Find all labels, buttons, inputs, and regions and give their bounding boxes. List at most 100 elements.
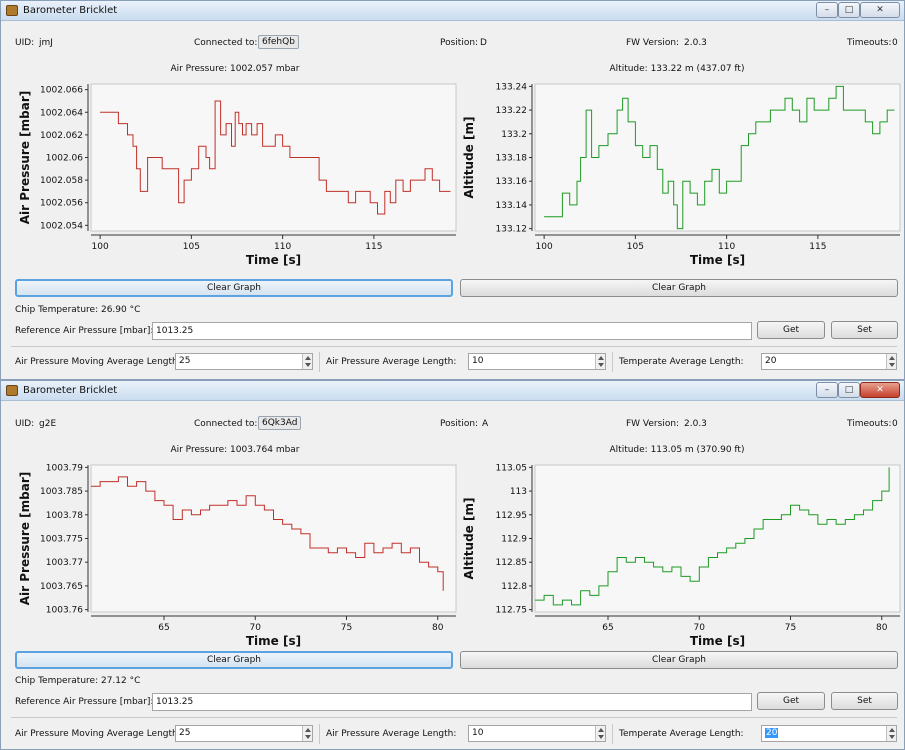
x-axis-label: Time [s] xyxy=(690,634,745,648)
spin-arrows[interactable] xyxy=(886,354,896,369)
temperature-average-spinbox[interactable]: 20 xyxy=(761,725,897,742)
y-axis-label: Air Pressure [mbar] xyxy=(18,91,32,225)
y-tick-label: 1003.775 xyxy=(40,535,83,545)
y-tick-label: 1002.066 xyxy=(40,86,83,96)
spin-down-icon[interactable] xyxy=(598,363,604,367)
average-length-spinbox[interactable]: 10 xyxy=(468,725,606,742)
separator xyxy=(319,724,320,744)
uid-value: g2E xyxy=(39,419,57,429)
fw-version-label: FW Version: xyxy=(626,419,680,429)
x-tick-label: 115 xyxy=(809,242,826,252)
x-tick-label: 80 xyxy=(876,623,888,633)
x-tick-label: 65 xyxy=(158,623,169,633)
moving-average-spinbox[interactable]: 25 xyxy=(175,725,313,742)
clear-pressure-graph-button[interactable]: Clear Graph xyxy=(15,279,453,297)
series-line xyxy=(544,85,895,230)
plot-area xyxy=(90,83,457,232)
moving-average-spinbox[interactable]: 25 xyxy=(175,353,313,370)
spin-up-icon[interactable] xyxy=(598,356,604,360)
close-button[interactable]: ✕ xyxy=(860,2,900,18)
separator xyxy=(612,724,613,744)
x-tick-label: 115 xyxy=(365,242,382,252)
spin-up-icon[interactable] xyxy=(305,356,311,360)
y-tick-label: 1003.79 xyxy=(46,463,83,473)
average-length-spinbox[interactable]: 10 xyxy=(468,353,606,370)
moving-average-label: Air Pressure Moving Average Length: xyxy=(15,729,181,739)
y-tick-label: 133.12 xyxy=(496,225,528,235)
x-tick-label: 65 xyxy=(602,623,613,633)
y-tick-label: 1002.062 xyxy=(40,131,83,141)
barometer-window-2: Barometer Bricklet – □ ✕ UID: g2E Connec… xyxy=(0,380,905,750)
spin-up-icon[interactable] xyxy=(889,728,895,732)
clear-pressure-graph-button[interactable]: Clear Graph xyxy=(15,651,453,669)
close-button[interactable]: ✕ xyxy=(860,382,900,398)
spin-arrows[interactable] xyxy=(595,354,605,369)
maximize-button[interactable]: □ xyxy=(838,2,860,18)
average-length-label: Air Pressure Average Length: xyxy=(326,729,457,739)
spin-down-icon[interactable] xyxy=(889,363,895,367)
divider xyxy=(11,346,897,347)
maximize-button[interactable]: □ xyxy=(838,382,860,398)
chip-temperature: Chip Temperature: 27.12 °C xyxy=(15,676,141,686)
x-tick-label: 105 xyxy=(627,242,644,252)
y-tick-label: 1003.76 xyxy=(46,606,83,616)
plot-area xyxy=(90,464,457,613)
spin-arrows[interactable] xyxy=(886,726,896,741)
pressure-chart: 1003.76 1003.765 1003.77 1003.775 1003.78 100… xyxy=(11,457,461,652)
connected-uid-button[interactable]: 6Qk3Ad xyxy=(258,416,302,430)
spin-up-icon[interactable] xyxy=(889,356,895,360)
get-button[interactable]: Get xyxy=(757,692,825,710)
reference-pressure-label: Reference Air Pressure [mbar]: xyxy=(15,697,154,707)
set-button[interactable]: Set xyxy=(831,692,898,710)
reference-pressure-input[interactable]: 1013.25 xyxy=(152,693,752,711)
separator xyxy=(319,352,320,372)
connected-label: Connected to: xyxy=(194,419,258,429)
spin-up-icon[interactable] xyxy=(598,728,604,732)
temperature-average-spinbox[interactable]: 20 xyxy=(761,353,897,370)
y-tick-label: 1002.056 xyxy=(40,199,83,209)
title-bar: Barometer Bricklet – □ ✕ xyxy=(1,381,904,401)
clear-altitude-graph-button[interactable]: Clear Graph xyxy=(460,279,898,297)
clear-altitude-graph-button[interactable]: Clear Graph xyxy=(460,651,898,669)
y-tick-label: 112.85 xyxy=(496,558,528,568)
x-tick-label: 75 xyxy=(341,623,352,633)
y-tick-label: 133.16 xyxy=(496,177,528,187)
title-bar: Barometer Bricklet – □ ✕ xyxy=(1,1,904,21)
spin-arrows[interactable] xyxy=(595,726,605,741)
reference-pressure-input[interactable]: 1013.25 xyxy=(152,322,752,340)
chart-svg: 1003.76 1003.765 1003.77 1003.775 1003.78 100… xyxy=(18,463,457,648)
y-tick-label: 1002.06 xyxy=(46,154,83,164)
temperature-average-value: 20 xyxy=(765,356,777,366)
divider xyxy=(11,717,897,718)
timeouts-label: Timeouts: xyxy=(847,419,892,429)
app-icon xyxy=(6,385,18,396)
y-tick-label: 1003.765 xyxy=(40,582,83,592)
chart-svg: 1002.054 1002.056 1002.058 1002.06 1002.062 1… xyxy=(18,83,457,267)
spin-up-icon[interactable] xyxy=(305,728,311,732)
spin-down-icon[interactable] xyxy=(889,735,895,739)
spin-down-icon[interactable] xyxy=(305,735,311,739)
spin-down-icon[interactable] xyxy=(305,363,311,367)
timeouts-value: 0 xyxy=(892,38,898,48)
temperature-average-label: Temperate Average Length: xyxy=(619,357,744,367)
moving-average-label: Air Pressure Moving Average Length: xyxy=(15,357,181,367)
minimize-button[interactable]: – xyxy=(816,2,838,18)
chip-temperature: Chip Temperature: 26.90 °C xyxy=(15,305,141,315)
get-button[interactable]: Get xyxy=(757,321,825,339)
y-tick-label: 1002.064 xyxy=(40,108,83,118)
y-tick-label: 112.8 xyxy=(501,582,527,592)
x-tick-label: 70 xyxy=(250,623,262,633)
plot-area xyxy=(534,83,901,232)
altitude-chart-title: Altitude: 133.22 m (437.07 ft) xyxy=(609,64,745,74)
spin-arrows[interactable] xyxy=(302,726,312,741)
series-line xyxy=(100,100,451,215)
spin-down-icon[interactable] xyxy=(598,735,604,739)
x-tick-label: 100 xyxy=(92,242,109,252)
connected-uid-button[interactable]: 6fehQb xyxy=(258,35,299,49)
set-button[interactable]: Set xyxy=(831,321,898,339)
spin-arrows[interactable] xyxy=(302,354,312,369)
minimize-button[interactable]: – xyxy=(816,382,838,398)
y-tick-label: 113 xyxy=(510,487,527,497)
x-tick-label: 110 xyxy=(718,242,735,252)
uid-label: UID: xyxy=(15,38,35,48)
